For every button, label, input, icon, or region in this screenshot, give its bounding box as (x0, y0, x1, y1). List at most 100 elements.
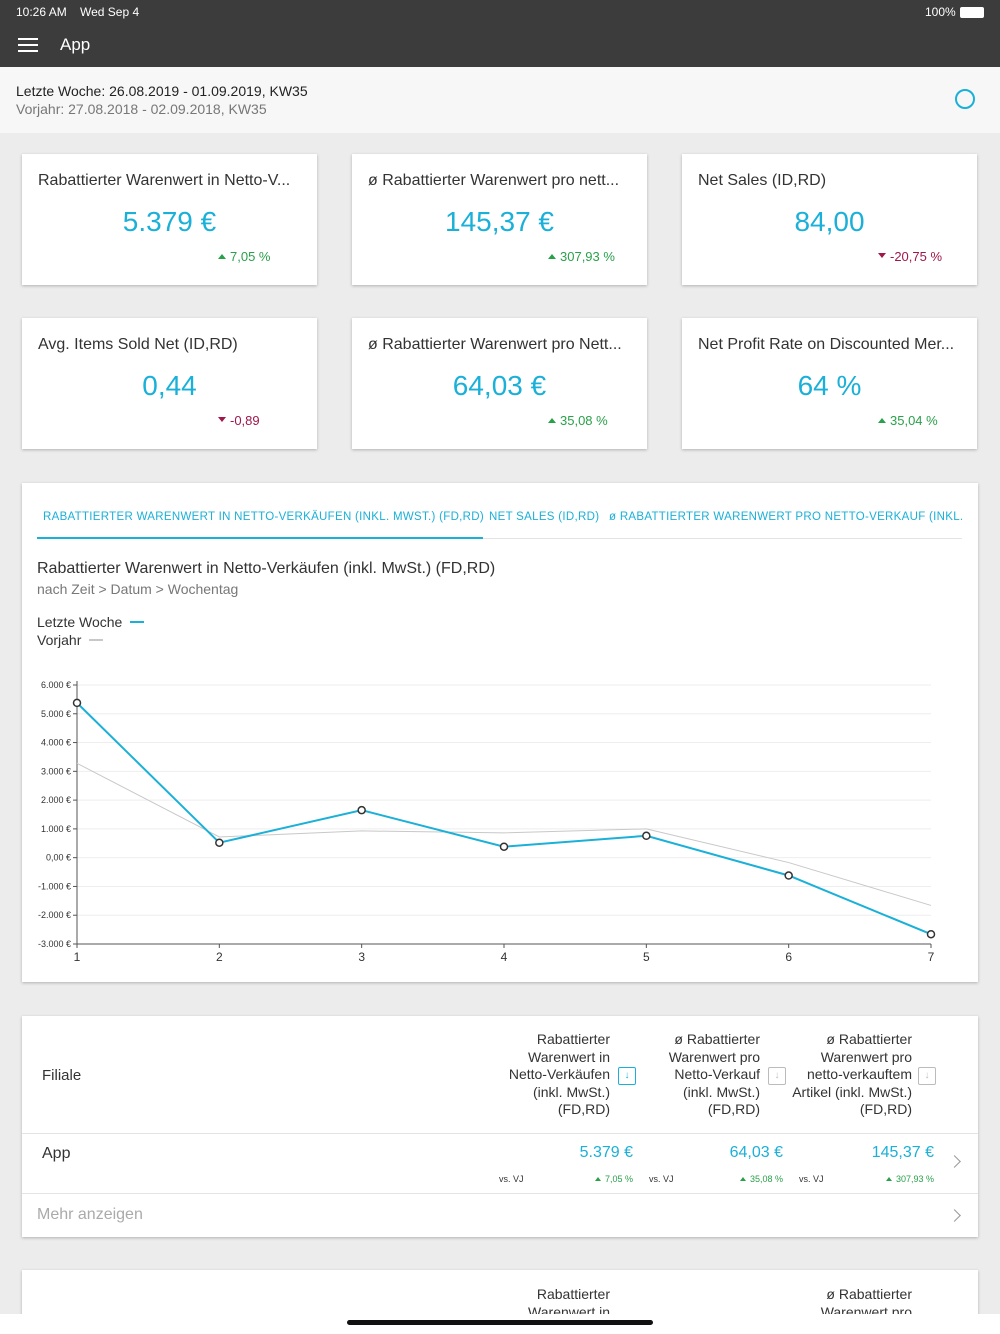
legend-label: Letzte Woche (37, 614, 123, 630)
trend-arrow (594, 1177, 601, 1181)
y-tick-label: 4.000 € (41, 738, 71, 748)
legend-label: Vorjahr (37, 632, 82, 648)
kpi-card[interactable]: Net Profit Rate on Discounted Mer... 64 %… (682, 318, 977, 449)
cell-change: 307,93 % (885, 1174, 934, 1184)
data-point (499, 842, 509, 851)
trend-arrow (739, 1177, 746, 1181)
kpi-card[interactable]: ø Rabattierter Warenwert pro nett... 145,… (352, 154, 647, 285)
period-current: Letzte Woche: 26.08.2019 - 01.09.2019, K… (16, 83, 308, 99)
kpi-change: 307,93 % (548, 249, 615, 264)
row-name[interactable]: App (42, 1145, 71, 1162)
y-tick-label: 2.000 € (41, 795, 71, 805)
kpi-card[interactable]: Net Sales (ID,RD) 84,00 -20,75 % (682, 154, 977, 285)
sort-button[interactable]: ↓ (768, 1067, 786, 1085)
menu-button[interactable] (18, 38, 38, 52)
x-tick-label: 2 (216, 950, 223, 964)
sort-button[interactable]: ↓ (918, 1067, 936, 1085)
cell-value: 145,37 € (871, 1144, 934, 1161)
column-header[interactable]: ø Rabattierter Warenwert pro netto-verka… (792, 1031, 912, 1117)
change-text: 307,93 % (895, 1174, 934, 1184)
kpi-card[interactable]: Rabattierter Warenwert in Netto-V... 5.37… (22, 154, 317, 285)
row-divider (22, 1193, 978, 1194)
kpi-change: -0,89 (218, 413, 260, 428)
y-tick-label: -1.000 € (38, 881, 71, 891)
kpi-value: 5.379 € (122, 206, 217, 237)
trend-arrow (218, 417, 226, 422)
column-header[interactable]: Rabattierter Warenwert in Netto-Verkäufe… (508, 1031, 610, 1117)
table-header: Filiale (42, 1067, 82, 1084)
row-divider (22, 1133, 978, 1134)
change-text: 35,04 % (890, 413, 938, 428)
change-text: 7,05 % (230, 249, 271, 264)
kpi-title: Net Profit Rate on Discounted Mer... (698, 336, 955, 353)
trend-arrow (548, 254, 556, 259)
cell-vs: vs. VJ (649, 1174, 674, 1184)
x-tick-label: 3 (358, 950, 365, 964)
tabs-divider (37, 538, 962, 539)
y-tick-label: -3.000 € (38, 939, 71, 949)
y-tick-label: 1.000 € (41, 824, 71, 834)
kpi-title: Net Sales (ID,RD) (698, 172, 827, 189)
kpi-change: 35,04 % (878, 413, 938, 428)
y-tick-label: 6.000 € (41, 680, 71, 690)
x-tick-label: 6 (785, 950, 792, 964)
status-time: 10:26 AM (16, 5, 67, 19)
kpi-change: 7,05 % (218, 249, 270, 264)
more-chevron[interactable] (948, 1209, 961, 1222)
x-tick-label: 4 (501, 950, 508, 964)
change-text: 7,05 % (604, 1174, 633, 1184)
legend-swatch (89, 639, 104, 641)
kpi-title: ø Rabattierter Warenwert pro nett... (368, 172, 620, 189)
trend-arrow (878, 253, 886, 258)
change-text: -0,89 (230, 413, 260, 428)
trend-arrow (548, 418, 556, 423)
legend-item: Letzte Woche (37, 614, 145, 630)
kpi-change: -20,75 % (878, 249, 942, 264)
column-header[interactable]: ø Rabattierter Warenwert pro Netto-Verka… (668, 1031, 760, 1117)
kpi-value: 0,44 (142, 370, 197, 401)
period-bar (0, 67, 1000, 133)
status-battery: 100% (925, 5, 956, 19)
legend-item: Vorjahr (37, 632, 104, 648)
series-line (76, 762, 932, 906)
cell-change: 35,08 % (739, 1174, 783, 1184)
tab-indicator (37, 537, 483, 539)
legend-swatch (130, 621, 145, 623)
x-tick-label: 7 (928, 950, 935, 964)
trend-arrow (885, 1177, 892, 1181)
kpi-value: 84,00 (794, 206, 865, 237)
kpi-card[interactable]: ø Rabattierter Warenwert pro Nett... 64,0… (352, 318, 647, 449)
kpi-value: 145,37 € (445, 206, 554, 237)
kpi-change: 35,08 % (548, 413, 608, 428)
data-point (72, 698, 82, 708)
y-tick-label: 3.000 € (41, 766, 71, 776)
tab[interactable]: NET SALES (ID,RD) (489, 511, 600, 523)
x-tick-label: 5 (643, 950, 650, 964)
change-text: 35,08 % (560, 413, 608, 428)
data-point (784, 871, 793, 880)
kpi-value: 64 % (797, 370, 862, 401)
data-point (357, 805, 366, 815)
tab[interactable]: RABATTIERTER WARENWERT IN NETTO-VERKÄUFE… (43, 511, 485, 523)
change-text: -20,75 % (890, 249, 943, 264)
trend-arrow (218, 254, 226, 259)
row-chevron[interactable] (948, 1155, 961, 1168)
change-text: 307,93 % (560, 249, 615, 264)
cell-vs: vs. VJ (499, 1174, 524, 1184)
period-button[interactable] (955, 89, 975, 109)
more-link[interactable]: Mehr anzeigen (37, 1206, 143, 1223)
data-point (926, 929, 936, 939)
kpi-card[interactable]: Avg. Items Sold Net (ID,RD) 0,44 -0,89 (22, 318, 317, 449)
battery-icon (960, 7, 984, 18)
x-tick-label: 1 (74, 950, 81, 964)
status-bar (0, 0, 1000, 67)
trend-arrow (878, 418, 886, 423)
tab[interactable]: ø RABATTIERTER WARENWERT PRO NETTO-VERKA… (609, 511, 964, 523)
sort-button[interactable]: ↓ (618, 1067, 636, 1085)
y-tick-label: 5.000 € (41, 709, 71, 719)
table-card: Filiale Rabattierter Warenwert in Netto-… (22, 1016, 978, 1237)
series-line (76, 702, 932, 936)
y-tick-label: 0,00 € (46, 853, 71, 863)
chart-card: RABATTIERTER WARENWERT IN NETTO-VERKÄUFE… (22, 483, 978, 982)
